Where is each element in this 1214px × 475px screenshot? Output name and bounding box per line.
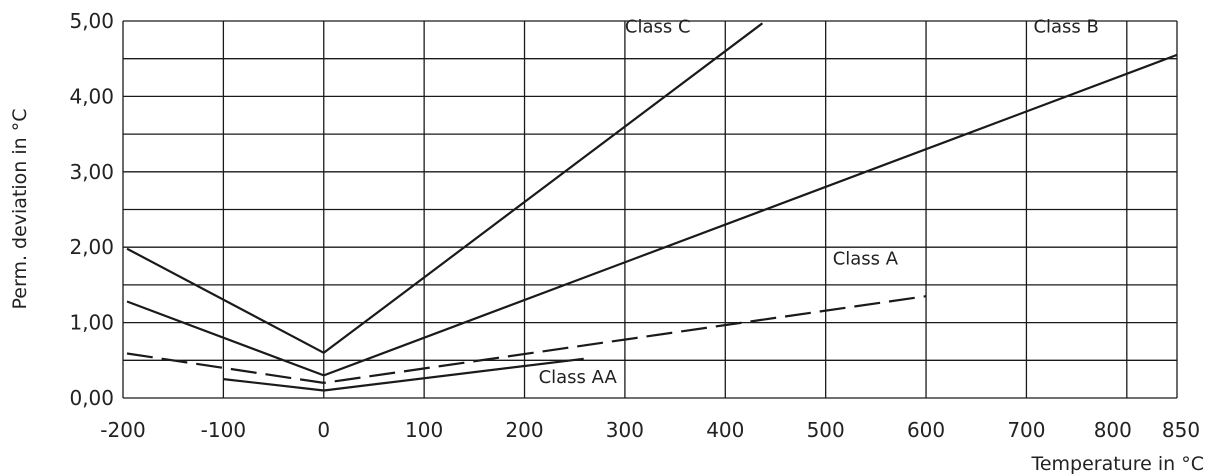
grid [122, 20, 1178, 399]
x-tick-label: 700 [1007, 418, 1045, 442]
series-label-class-b: Class B [1033, 16, 1098, 37]
x-tick-label: 400 [706, 418, 744, 442]
x-tick-label: 850 [1162, 418, 1200, 442]
x-tick-label: 100 [405, 418, 443, 442]
x-tick-label: -100 [201, 418, 246, 442]
x-axis-title: Temperature in °C [1030, 453, 1204, 475]
series-line-class-c [126, 22, 764, 354]
y-tick-label: 2,00 [69, 235, 114, 259]
x-tick-label: 800 [1094, 418, 1132, 442]
series-line-class-a [126, 295, 927, 384]
y-tick-label: 4,00 [69, 84, 114, 108]
y-tick-label: 3,00 [69, 160, 114, 184]
series-line-class-b [126, 53, 1178, 377]
series-labels: Class C Class B Class A Class AA [539, 16, 1099, 388]
y-tick-label: 5,00 [69, 9, 114, 33]
curves [126, 22, 1178, 392]
x-tick-label: 300 [606, 418, 644, 442]
y-tick-labels: 0,00 1,00 2,00 3,00 4,00 5,00 [69, 9, 114, 410]
x-tick-label: -200 [100, 418, 145, 442]
x-tick-label: 0 [317, 418, 330, 442]
y-tick-label: 0,00 [69, 386, 114, 410]
x-tick-labels: -200 -100 0 100 200 300 400 500 600 700 800 850 [100, 418, 1200, 442]
series-label-class-a: Class A [833, 249, 899, 270]
series-label-class-c: Class C [625, 16, 691, 37]
series-line-class-aa [223, 357, 584, 392]
x-tick-label: 500 [807, 418, 845, 442]
x-tick-label: 200 [505, 418, 543, 442]
x-tick-label: 600 [907, 418, 945, 442]
y-tick-label: 1,00 [69, 311, 114, 335]
series-label-class-aa: Class AA [539, 367, 618, 388]
y-axis-title: Perm. deviation in °C [9, 108, 31, 309]
